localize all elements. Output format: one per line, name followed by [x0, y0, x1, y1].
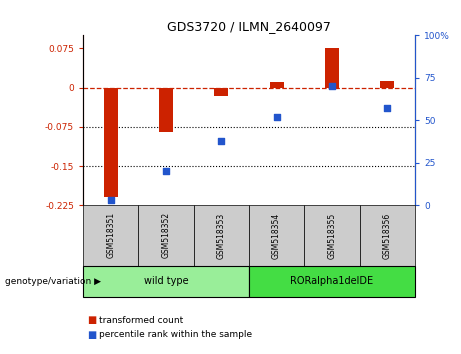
Text: GSM518355: GSM518355 — [327, 212, 337, 258]
Text: genotype/variation ▶: genotype/variation ▶ — [5, 277, 100, 286]
Point — [218, 138, 225, 144]
Point — [273, 114, 280, 120]
Text: GSM518356: GSM518356 — [383, 212, 392, 258]
Point — [328, 84, 336, 89]
Title: GDS3720 / ILMN_2640097: GDS3720 / ILMN_2640097 — [167, 20, 331, 33]
Text: GSM518354: GSM518354 — [272, 212, 281, 258]
Bar — [159, 88, 173, 132]
Point — [107, 198, 114, 203]
Text: GSM518353: GSM518353 — [217, 212, 226, 258]
Text: RORalpha1delDE: RORalpha1delDE — [290, 276, 373, 286]
Bar — [270, 82, 284, 88]
Bar — [380, 81, 394, 88]
Text: ■: ■ — [88, 315, 97, 325]
Bar — [214, 88, 228, 96]
Text: ■: ■ — [88, 330, 97, 339]
Text: GSM518352: GSM518352 — [161, 212, 171, 258]
Bar — [104, 88, 118, 198]
Text: transformed count: transformed count — [99, 316, 183, 325]
Text: percentile rank within the sample: percentile rank within the sample — [99, 330, 252, 339]
Point — [162, 169, 170, 174]
Point — [384, 105, 391, 111]
Text: GSM518351: GSM518351 — [106, 212, 115, 258]
Text: wild type: wild type — [144, 276, 188, 286]
Bar — [325, 48, 339, 88]
